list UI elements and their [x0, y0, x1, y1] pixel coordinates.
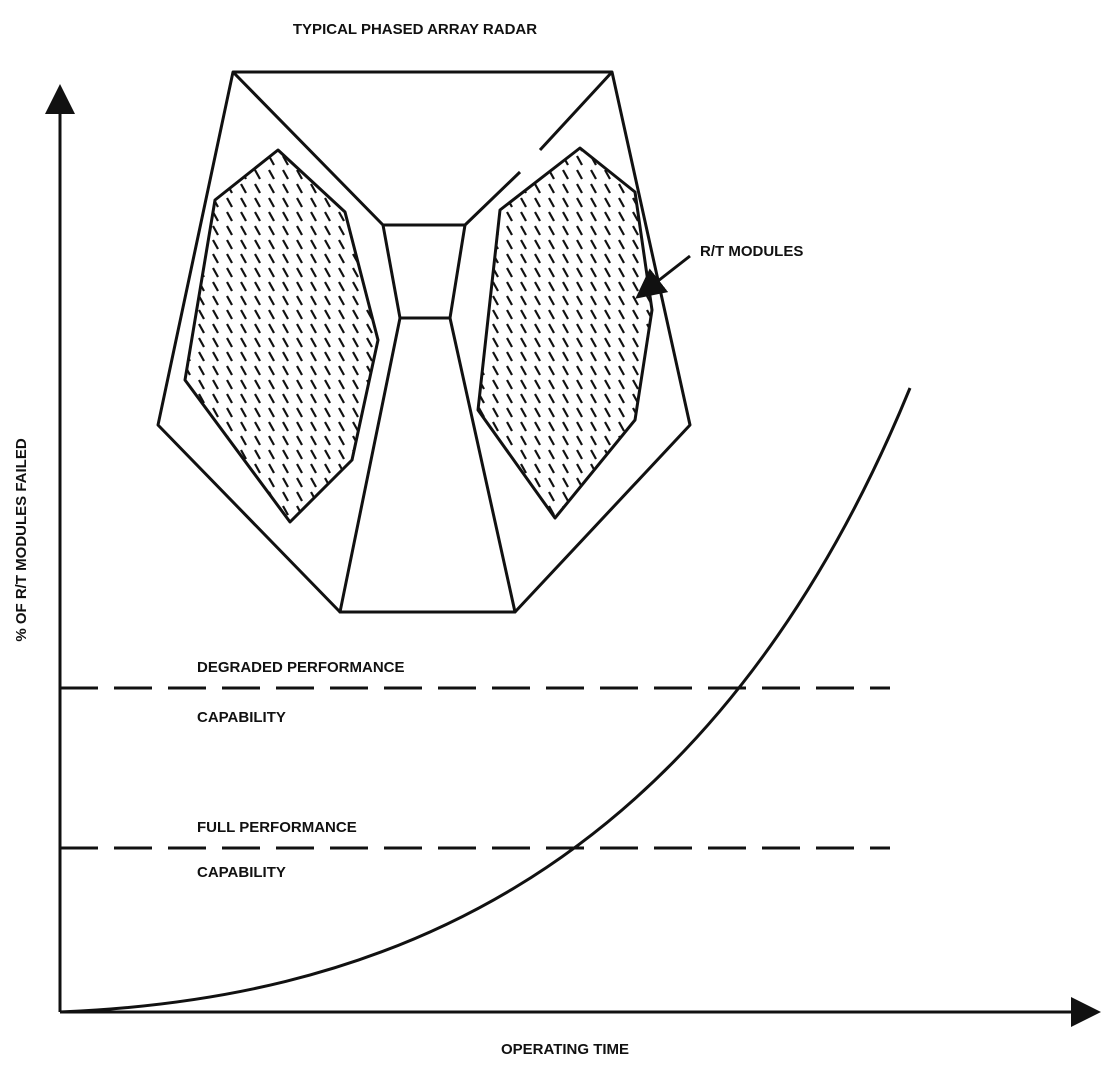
- threshold-label: DEGRADED PERFORMANCE: [197, 659, 405, 676]
- threshold-label: CAPABILITY: [197, 709, 286, 726]
- diagram: TYPICAL PHASED ARRAY RADAR R/T MODULES %…: [0, 0, 1107, 1065]
- y-axis-label: % OF R/T MODULES FAILED: [13, 438, 30, 642]
- threshold-label: CAPABILITY: [197, 864, 286, 881]
- threshold-label: FULL PERFORMANCE: [197, 819, 357, 836]
- title: TYPICAL PHASED ARRAY RADAR: [293, 21, 537, 38]
- x-axis-label: OPERATING TIME: [501, 1041, 629, 1058]
- callout-label: R/T MODULES: [700, 243, 803, 260]
- radar-drawing: [158, 72, 690, 612]
